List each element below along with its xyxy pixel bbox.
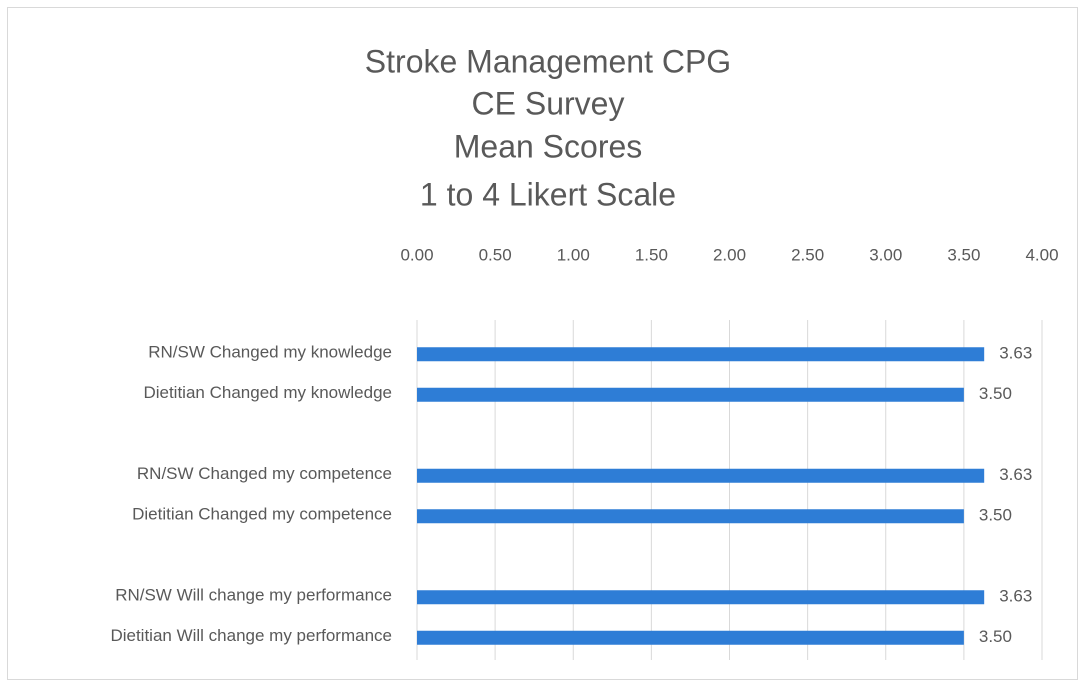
bar xyxy=(417,630,964,645)
data-label: 3.50 xyxy=(979,506,1012,525)
x-tick-label: 1.50 xyxy=(635,245,668,264)
chart-title: Mean Scores xyxy=(454,128,643,164)
data-label: 3.63 xyxy=(999,465,1032,484)
x-tick-label: 3.00 xyxy=(869,245,902,264)
chart-title: Stroke Management CPG xyxy=(365,43,731,79)
data-label: 3.63 xyxy=(999,587,1032,606)
chart-title: CE Survey xyxy=(472,85,625,121)
y-tick-label: RN/SW Changed my competence xyxy=(137,464,392,483)
y-tick-label: Dietitian Changed my competence xyxy=(132,505,392,524)
chart-title: 1 to 4 Likert Scale xyxy=(420,176,676,212)
x-tick-label: 3.50 xyxy=(947,245,980,264)
x-tick-label: 1.00 xyxy=(557,245,590,264)
y-tick-label: RN/SW Will change my performance xyxy=(115,586,392,605)
bar xyxy=(417,347,985,362)
bar xyxy=(417,387,964,402)
x-tick-label: 4.00 xyxy=(1025,245,1058,264)
chart-border xyxy=(7,7,1078,680)
bar xyxy=(417,468,985,483)
x-tick-label: 2.50 xyxy=(791,245,824,264)
x-tick-label: 0.50 xyxy=(479,245,512,264)
data-label: 3.63 xyxy=(999,344,1032,363)
bar xyxy=(417,509,964,524)
data-label: 3.50 xyxy=(979,384,1012,403)
y-tick-label: RN/SW Changed my knowledge xyxy=(148,343,392,362)
y-tick-label: Dietitian Will change my performance xyxy=(110,626,392,645)
data-label: 3.50 xyxy=(979,627,1012,646)
x-tick-label: 2.00 xyxy=(713,245,746,264)
bar xyxy=(417,590,985,605)
y-tick-label: Dietitian Changed my knowledge xyxy=(143,383,392,402)
x-tick-label: 0.00 xyxy=(400,245,433,264)
